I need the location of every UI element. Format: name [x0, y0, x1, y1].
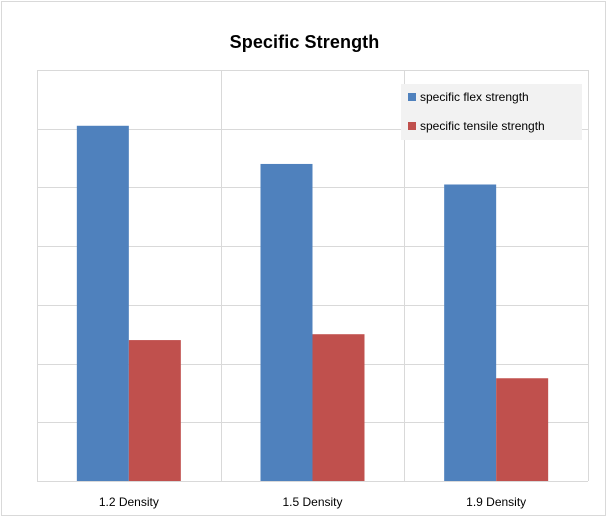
- bar-specific-flex-strength-0: [76, 125, 129, 482]
- x-tick-label: 1.2 Density: [99, 495, 159, 509]
- bar-specific-tensile-strength-1: [312, 334, 365, 481]
- legend-swatch: [408, 122, 416, 130]
- bar-specific-flex-strength-1: [260, 163, 313, 481]
- legend-label: specific flex strength: [420, 90, 529, 104]
- bar-specific-tensile-strength-2: [496, 378, 549, 481]
- bars-layer: [76, 125, 549, 482]
- legend: specific flex strength specific tensile s…: [401, 84, 582, 140]
- legend-swatch: [408, 93, 416, 101]
- chart-title: Specific Strength: [229, 32, 380, 52]
- bar-specific-flex-strength-2: [444, 184, 497, 481]
- x-tick-labels: 1.2 Density 1.5 Density 1.9 Density: [99, 495, 526, 509]
- x-tick-label: 1.9 Density: [466, 495, 526, 509]
- legend-label: specific tensile strength: [420, 119, 545, 133]
- x-tick-label: 1.5 Density: [282, 495, 342, 509]
- legend-background: [401, 84, 582, 140]
- bar-specific-tensile-strength-0: [128, 340, 181, 481]
